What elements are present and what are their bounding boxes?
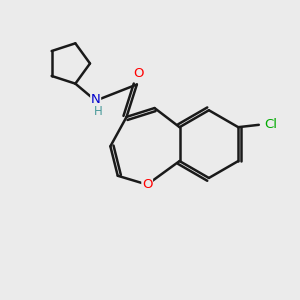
Text: Cl: Cl (264, 118, 277, 131)
Text: O: O (142, 178, 152, 191)
Text: N: N (91, 93, 100, 106)
Text: H: H (94, 105, 103, 119)
Text: O: O (133, 67, 144, 80)
